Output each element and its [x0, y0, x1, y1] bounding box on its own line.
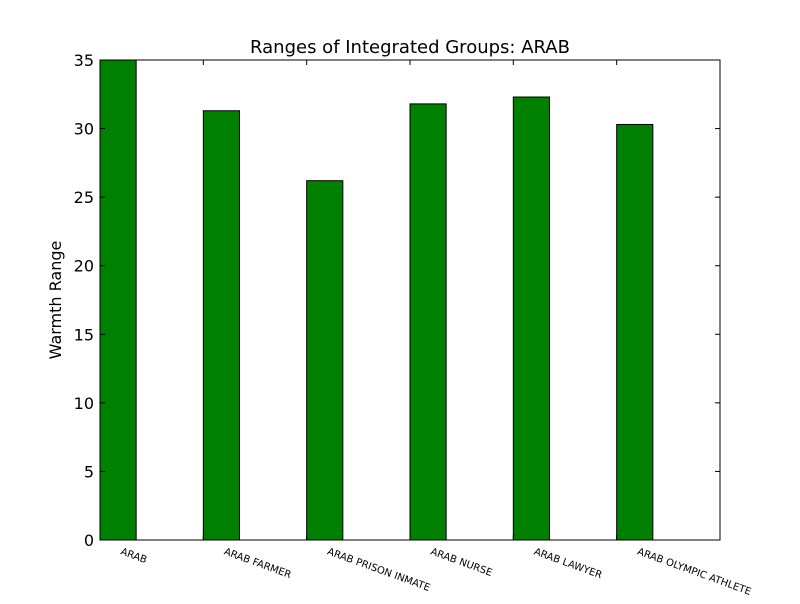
x-tick-label-arab-lawyer: ARAB LAWYER [532, 546, 603, 581]
bar-arab-prison-inmate [306, 180, 344, 541]
y-tick-label-0: 0 [84, 531, 94, 550]
bar-arab-lawyer [512, 96, 550, 541]
bar-arab-farmer [202, 110, 240, 541]
chart-title: Ranges of Integrated Groups: ARAB [250, 37, 570, 58]
y-tick-label-25: 25 [74, 188, 94, 207]
x-tick-label-arab-nurse: ARAB NURSE [429, 546, 494, 578]
bar-arab-nurse [409, 103, 447, 541]
y-tick-label-30: 30 [74, 120, 94, 139]
y-tick-label-20: 20 [74, 257, 94, 276]
x-tick-label-arab: ARAB [119, 546, 148, 566]
bar-arab-olympic-athlete [616, 123, 654, 541]
x-tick-label-arab-farmer: ARAB FARMER [222, 546, 292, 581]
bar-arab [99, 59, 137, 541]
y-tick-label-5: 5 [84, 462, 94, 481]
bars-layer [99, 59, 654, 541]
y-tick-label-35: 35 [74, 51, 94, 70]
y-tick-label-10: 10 [74, 394, 94, 413]
y-axis-label: Warmth Range [46, 241, 65, 360]
plot-frame [99, 59, 721, 541]
x-tick-label-arab-olympic-athlete: ARAB OLYMPIC ATHLETE [636, 546, 753, 597]
x-tick-label-arab-prison-inmate: ARAB PRISON INMATE [326, 546, 432, 593]
y-tick-label-15: 15 [74, 325, 94, 344]
